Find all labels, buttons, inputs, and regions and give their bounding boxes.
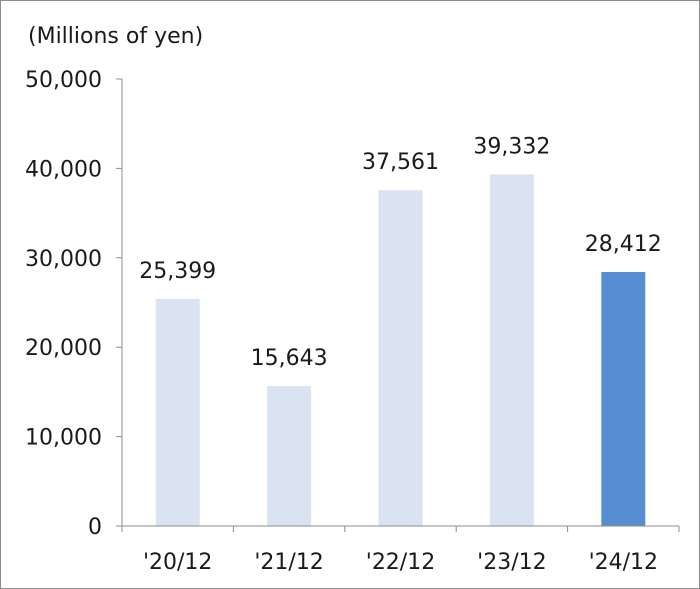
- bar: [601, 271, 646, 526]
- x-tick-label: '24/12: [589, 550, 658, 575]
- x-tick-label: '21/12: [254, 550, 323, 575]
- bar: [378, 190, 423, 527]
- unit-label: (Millions of yen): [28, 24, 203, 49]
- y-tick-label: 0: [88, 515, 102, 540]
- y-tick-label: 20,000: [25, 336, 102, 361]
- data-label: 37,561: [362, 150, 439, 175]
- y-axis-ticks: 0 10,000 20,000 30,000 40,000 50,000: [25, 68, 122, 540]
- y-tick-label: 30,000: [25, 247, 102, 272]
- data-label: 15,643: [251, 346, 328, 371]
- x-axis-ticks: '20/12 '21/12 '22/12 '23/12 '24/12: [121, 526, 680, 575]
- y-tick-label: 10,000: [25, 426, 102, 451]
- x-tick-label: '20/12: [143, 550, 212, 575]
- x-tick-label: '23/12: [477, 550, 546, 575]
- bar: [155, 298, 200, 526]
- data-label: 39,332: [473, 134, 550, 159]
- y-tick-label: 40,000: [25, 157, 102, 182]
- x-tick-label: '22/12: [366, 550, 435, 575]
- y-tick-label: 50,000: [25, 68, 102, 93]
- data-label: 25,399: [139, 259, 216, 284]
- bars: 25,399 15,643 37,561 39,332 28,412: [139, 134, 662, 527]
- bar: [489, 174, 534, 526]
- data-label: 28,412: [585, 232, 662, 257]
- bar: [267, 386, 312, 526]
